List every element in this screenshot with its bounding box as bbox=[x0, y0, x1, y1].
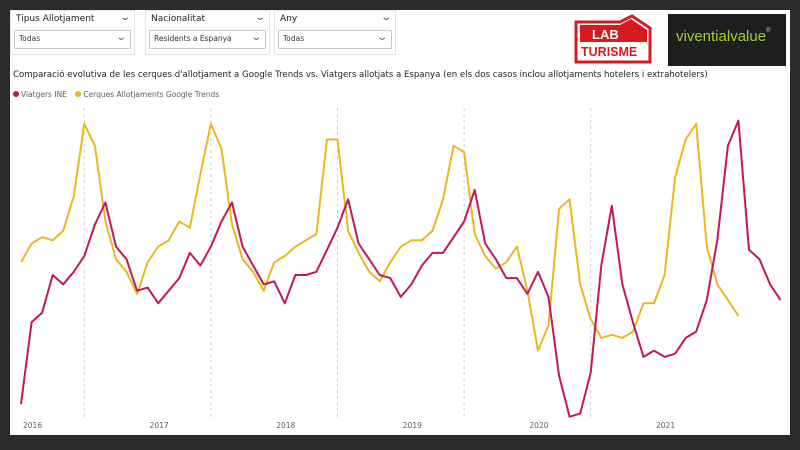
viventialvalue-logo: viventialvalue® bbox=[668, 14, 786, 66]
x-tick-label: 2018 bbox=[276, 421, 295, 430]
x-tick-label: 2019 bbox=[403, 421, 422, 430]
chevron-down-icon[interactable]: ⌄ bbox=[118, 12, 131, 23]
slicer-dropdown[interactable]: Todas ⌄ bbox=[278, 30, 392, 49]
legend-label: Cerques Allotjaments Google Trends bbox=[83, 90, 220, 99]
chart-title: Comparació evolutiva de les cerques d'al… bbox=[13, 70, 708, 80]
chart-legend: Viatgers INE Cerques Allotjaments Google… bbox=[13, 90, 225, 99]
slicer-value: Todas bbox=[19, 34, 41, 43]
legend-dot-icon bbox=[13, 91, 19, 97]
report-canvas: Tipus Allotjament ⌄ Todas ⌄ Nacionalitat… bbox=[10, 10, 790, 435]
logo-vv-text: viventialvalue bbox=[676, 28, 767, 45]
x-tick-label: 2016 bbox=[23, 421, 42, 430]
legend-label: Viatgers INE bbox=[21, 90, 67, 99]
logo-lab-line2: TURISME bbox=[581, 45, 637, 59]
slicer-nacionalitat[interactable]: Nacionalitat ⌄ Residents a Espanya ⌄ bbox=[145, 10, 270, 55]
logo-vv-wordmark: viventialvalue® bbox=[676, 28, 770, 45]
series-line-google-trends[interactable] bbox=[20, 122, 740, 352]
legend-item-ine[interactable]: Viatgers INE bbox=[13, 90, 67, 99]
x-tick-label: 2021 bbox=[656, 421, 675, 430]
registered-mark: ® bbox=[766, 28, 771, 34]
chevron-down-icon[interactable]: ⌄ bbox=[249, 32, 262, 43]
x-tick-label: 2017 bbox=[150, 421, 169, 430]
legend-item-google[interactable]: Cerques Allotjaments Google Trends bbox=[75, 90, 219, 99]
slicer-dropdown[interactable]: Residents a Espanya ⌄ bbox=[149, 30, 266, 49]
line-chart: 2016 2017 2018 2019 2020 2021 bbox=[20, 108, 782, 430]
slicer-tipus-allotjament[interactable]: Tipus Allotjament ⌄ Todas ⌄ bbox=[10, 10, 135, 55]
slicer-value: Residents a Espanya bbox=[154, 34, 232, 43]
legend-dot-icon bbox=[75, 91, 82, 97]
slicer-dropdown[interactable]: Todas ⌄ bbox=[14, 30, 131, 49]
slicer-title: Tipus Allotjament bbox=[16, 14, 95, 24]
chevron-down-icon[interactable]: ⌄ bbox=[379, 12, 392, 23]
slicer-title: Nacionalitat bbox=[151, 14, 205, 24]
x-tick-label: 2020 bbox=[529, 421, 548, 430]
chevron-down-icon[interactable]: ⌄ bbox=[375, 32, 388, 43]
slicer-any[interactable]: Any ⌄ Todas ⌄ bbox=[274, 10, 396, 55]
slicer-title: Any bbox=[280, 14, 298, 24]
chevron-down-icon[interactable]: ⌄ bbox=[253, 12, 266, 23]
chevron-down-icon[interactable]: ⌄ bbox=[114, 32, 127, 43]
slicer-value: Todas bbox=[283, 34, 305, 43]
lab-turisme-logo: LAB TURISME bbox=[574, 14, 652, 64]
logo-lab-line1: LAB bbox=[592, 27, 619, 42]
series-line-viatgers-ine[interactable] bbox=[20, 119, 782, 418]
